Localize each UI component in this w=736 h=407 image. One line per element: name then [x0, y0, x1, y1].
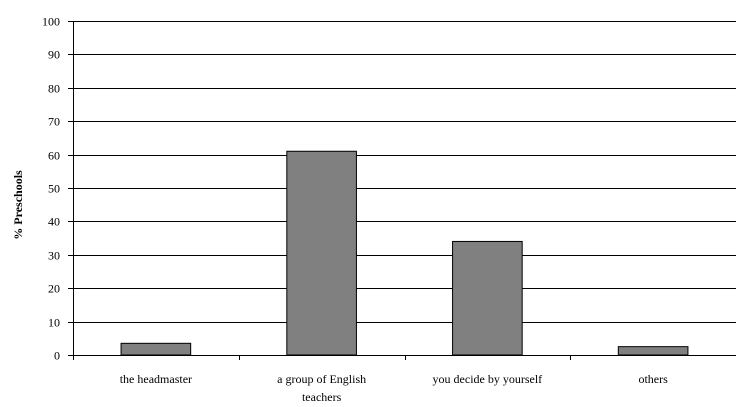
y-tick-label: 40: [48, 215, 60, 229]
category-label: a group of English teachers: [277, 372, 366, 404]
gridlines: [73, 21, 736, 323]
bars: [120, 150, 689, 356]
bar: [452, 240, 523, 356]
y-tick-label: 80: [48, 82, 60, 96]
y-tick-label: 30: [48, 249, 60, 263]
category-labels: the headmaster a group of English teachers…: [120, 372, 668, 404]
y-tick-label: 0: [54, 349, 60, 363]
y-tick-label: 100: [42, 15, 60, 29]
y-tick-label: 70: [48, 115, 60, 129]
y-tick-label: 60: [48, 149, 60, 163]
bar: [286, 150, 357, 356]
y-tick-label: 90: [48, 48, 60, 62]
bar: [120, 342, 192, 356]
category-label: others: [638, 372, 668, 386]
category-label-line: you decide by yourself: [433, 372, 543, 386]
y-axis: 0 10 20 30 40 50 60 70 80 90 100: [42, 15, 74, 363]
y-tick-label: 50: [48, 182, 60, 196]
y-axis-label: % Preschools: [11, 170, 25, 240]
category-label-line: teachers: [302, 390, 342, 404]
category-label-line: a group of English: [277, 372, 366, 386]
category-label-line: the headmaster: [120, 372, 192, 386]
x-axis: [73, 355, 736, 360]
category-label: you decide by yourself: [433, 372, 543, 386]
category-label-line: others: [638, 372, 668, 386]
category-label: the headmaster: [120, 372, 192, 386]
y-tick-label: 20: [48, 282, 60, 296]
y-tick-label: 10: [48, 316, 60, 330]
bar: [617, 346, 689, 356]
